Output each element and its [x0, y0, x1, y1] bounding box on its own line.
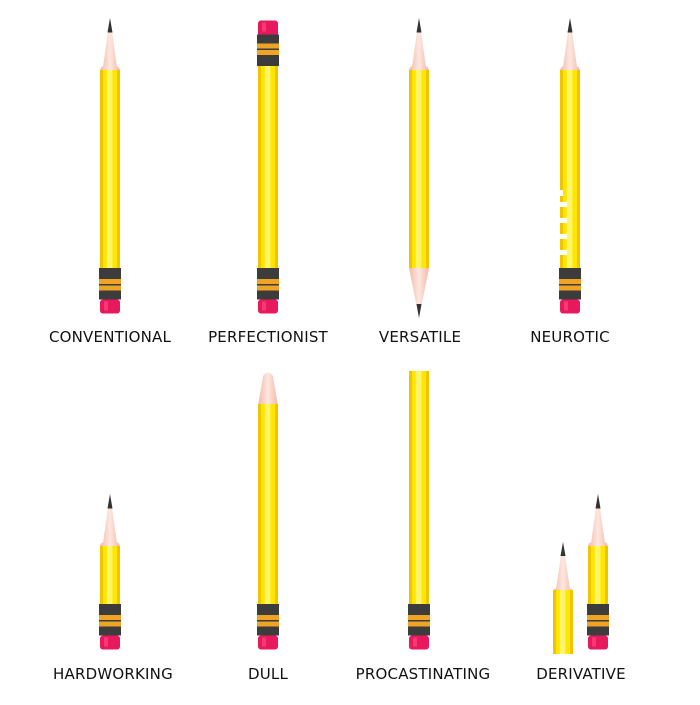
label-derivative: DERIVATIVE — [536, 665, 626, 683]
label-perfectionist: PERFECTIONIST — [208, 328, 328, 346]
pencil-icon-procastinating — [408, 371, 430, 650]
label-conventional: CONVENTIONAL — [48, 328, 172, 346]
label-neurotic: NEUROTIC — [530, 328, 610, 346]
label-dull: DULL — [247, 665, 289, 683]
pencil-icon-conventional — [99, 18, 121, 314]
pencil-icon-neurotic — [559, 18, 581, 314]
label-versatile: VERSATILE — [378, 328, 462, 346]
pencil-icon-hardworking — [99, 494, 121, 650]
pencil-icon-dull — [257, 372, 279, 650]
pencil-icon-versatile — [409, 18, 429, 318]
pencil-icon-derivative — [553, 494, 609, 654]
pencil-icon-perfectionist — [257, 20, 279, 314]
label-procastinating: PROCASTINATING — [355, 665, 491, 683]
label-hardworking: HARDWORKING — [53, 665, 173, 683]
